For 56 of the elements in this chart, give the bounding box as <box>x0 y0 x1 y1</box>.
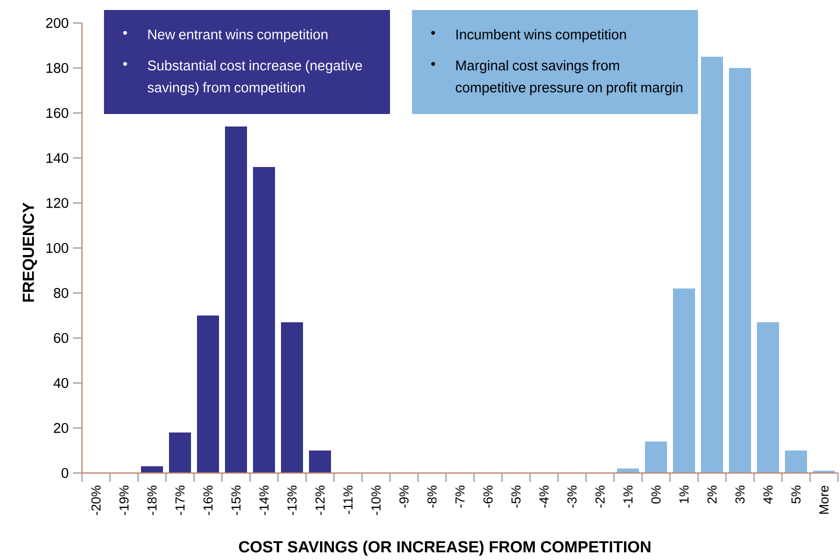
bar <box>169 432 191 473</box>
y-axis-title: FREQUENCY <box>22 202 38 302</box>
y-tick-label: 20 <box>54 423 68 433</box>
annotation: Substantial cost increase (negative savings) from competition <box>148 60 362 96</box>
annotation: New entrant wins competition <box>148 29 328 42</box>
bar <box>309 450 332 473</box>
x-tick-label: -12% <box>315 486 325 515</box>
x-tick-label: -8% <box>427 486 437 508</box>
x-tick-label: 5% <box>791 486 801 504</box>
x-tick-label: -10% <box>371 486 381 515</box>
x-tick-label: -9% <box>399 486 409 508</box>
annotation: Incumbent wins competition <box>456 29 626 42</box>
y-tick-label: 60 <box>54 333 68 343</box>
bar <box>197 316 220 473</box>
x-tick-label: -11% <box>343 486 353 514</box>
x-tick-label: 2% <box>707 486 717 504</box>
bar <box>785 450 808 473</box>
x-tick-label: -5% <box>511 486 521 508</box>
x-tick-label: -4% <box>539 486 549 508</box>
bar <box>729 68 752 473</box>
bar <box>281 322 304 473</box>
x-tick-label: 0% <box>651 486 661 504</box>
bar <box>225 126 248 473</box>
x-tick-label: -7% <box>455 486 465 508</box>
x-tick-label: -3% <box>567 486 577 508</box>
x-tick-label: -15% <box>231 486 241 515</box>
x-tick-label: -14% <box>259 486 269 515</box>
x-tick-label: -6% <box>483 486 493 508</box>
y-tick-label: 160 <box>46 108 68 118</box>
x-axis-title: COST SAVINGS (OR INCREASE) FROM COMPETITION <box>239 540 650 556</box>
y-tick-label: 100 <box>46 243 68 253</box>
y-tick-label: 200 <box>46 18 68 28</box>
x-tick-label: -1% <box>623 486 633 508</box>
y-tick-label: 0 <box>62 468 68 478</box>
annotation: Marginal cost savings from competitive pressure on profit margin <box>456 60 682 96</box>
x-tick-label: -17% <box>175 486 185 515</box>
y-tick-label: 180 <box>46 63 68 73</box>
bar <box>645 442 668 473</box>
x-tick-label: -2% <box>595 486 605 508</box>
x-tick-label: -18% <box>147 486 157 515</box>
y-tick-label: 120 <box>46 198 68 208</box>
x-tick-label: 1% <box>679 486 689 504</box>
x-tick-label: -16% <box>203 486 213 515</box>
x-tick-label: 3% <box>735 486 745 504</box>
bar <box>253 167 276 473</box>
y-tick-label: 140 <box>46 153 68 163</box>
x-tick-label: -13% <box>287 486 297 515</box>
x-tick-label: -20% <box>91 486 101 515</box>
x-tick-label: 4% <box>763 486 773 504</box>
bar <box>701 56 724 473</box>
y-tick-label: 80 <box>54 288 68 298</box>
bar <box>757 322 780 473</box>
y-tick-label: 40 <box>54 378 68 388</box>
x-tick-label: -19% <box>119 486 129 515</box>
x-tick-label: More <box>819 486 829 514</box>
bar <box>673 288 696 473</box>
